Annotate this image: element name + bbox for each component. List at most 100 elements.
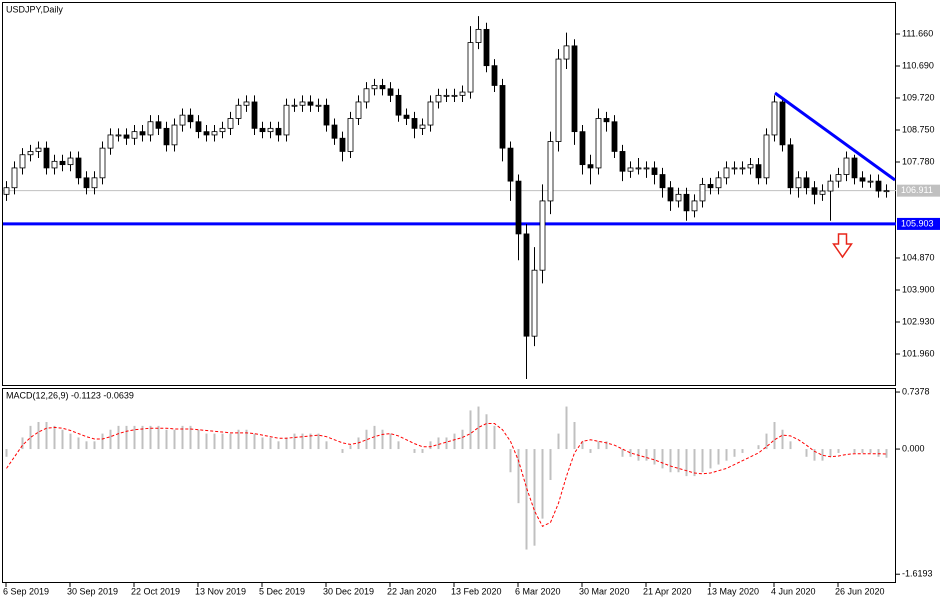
y-tick-label: 110.690 — [902, 60, 934, 70]
candle-body — [539, 200, 546, 271]
chart-title: USDJPY,Daily — [6, 4, 63, 14]
candle-body — [675, 193, 682, 202]
candle-body — [819, 190, 826, 195]
candle-body — [283, 104, 290, 136]
x-tick-label: 13 May 2020 — [707, 586, 759, 596]
candle-body — [387, 88, 394, 96]
candle-body — [707, 184, 714, 189]
x-tick-label: 4 Jun 2020 — [771, 586, 816, 596]
trend-line — [774, 91, 896, 182]
candle-body — [603, 118, 610, 123]
y-tick-label: 108.750 — [902, 124, 935, 134]
candle-body — [259, 127, 266, 133]
candle-body — [3, 187, 10, 195]
y-tick-label: 103.900 — [902, 284, 935, 294]
y-tick-label: 111.660 — [902, 28, 933, 38]
candle-body — [755, 164, 762, 179]
y-tick-label: -1.6193 — [902, 569, 933, 579]
candle-body — [219, 127, 226, 133]
candle-body — [867, 180, 874, 183]
candle-body — [147, 121, 154, 136]
candle-body — [427, 101, 434, 126]
candle-body — [411, 118, 418, 129]
candle-body — [19, 154, 26, 169]
candle-body — [515, 180, 522, 235]
candle-body — [275, 127, 282, 136]
candle-body — [835, 174, 842, 182]
candle-body — [203, 131, 210, 136]
candle-body — [483, 28, 490, 67]
price-tag — [897, 184, 940, 197]
candle-body — [355, 101, 362, 119]
candle-body — [331, 124, 338, 139]
y-tick-label: 107.780 — [902, 156, 935, 166]
candle-body — [747, 164, 754, 169]
candle-body — [51, 160, 58, 169]
x-tick-label: 30 Sep 2019 — [67, 586, 118, 596]
candle-body — [235, 104, 242, 119]
candle-body — [739, 167, 746, 170]
candle-body — [859, 177, 866, 182]
signal-line — [6, 423, 887, 528]
candle-body — [91, 177, 98, 189]
candle-body — [395, 94, 402, 116]
y-tick-label: 109.720 — [902, 92, 935, 102]
candle-body — [691, 200, 698, 212]
plot-layer: 111.660 110.690 109.720 108.750 107.780 104.8… — [3, 16, 940, 596]
candle-body — [163, 127, 170, 146]
candle-body — [75, 157, 82, 179]
candle-body — [763, 134, 770, 179]
price-tag-label: 105.903 — [901, 218, 934, 228]
candle-body — [851, 157, 858, 179]
x-tick-label: 5 Dec 2019 — [259, 586, 305, 596]
candle-body — [499, 85, 506, 149]
x-tick-label: 22 Oct 2019 — [131, 586, 180, 596]
candle-body — [187, 114, 194, 123]
macd-panel — [2, 388, 896, 583]
candle-body — [667, 187, 674, 202]
candle-body — [683, 193, 690, 212]
candle-body — [59, 160, 66, 166]
candle-body — [699, 184, 706, 202]
candle-body — [195, 121, 202, 133]
candle-body — [347, 118, 354, 152]
candle-body — [267, 127, 274, 133]
candle-body — [443, 94, 450, 97]
candle-body — [643, 167, 650, 170]
candle-body — [139, 131, 146, 136]
x-tick-label: 6 Mar 2020 — [515, 586, 561, 596]
candle-body — [827, 180, 834, 192]
candle-body — [571, 45, 578, 133]
candle-body — [243, 101, 250, 106]
candle-body — [251, 101, 258, 129]
candle-body — [787, 144, 794, 189]
candle-body — [123, 134, 130, 139]
candle-body — [579, 131, 586, 166]
candle-body — [211, 131, 218, 136]
candle-body — [155, 121, 162, 129]
candle-body — [43, 147, 50, 169]
candle-body — [227, 118, 234, 129]
candle-body — [491, 65, 498, 86]
candle-body — [723, 167, 730, 179]
candle-body — [315, 104, 322, 107]
candle-body — [107, 134, 114, 149]
candle-body — [131, 131, 138, 139]
candle-body — [179, 114, 186, 126]
candle-body — [323, 104, 330, 126]
y-tick-label: 0.7378 — [902, 386, 930, 396]
candle-body — [307, 101, 314, 106]
candle-body — [339, 137, 346, 152]
price-tag — [897, 217, 940, 230]
candle-body — [459, 91, 466, 96]
price-tag-label: 106.911 — [901, 185, 933, 195]
x-tick-label: 13 Feb 2020 — [451, 586, 502, 596]
candle-body — [771, 101, 778, 136]
candle-body — [611, 121, 618, 152]
candle-body — [587, 164, 594, 169]
candle-body — [523, 233, 530, 337]
x-tick-label: 30 Dec 2019 — [323, 586, 374, 596]
candle-body — [11, 167, 18, 189]
candle-body — [99, 147, 106, 179]
